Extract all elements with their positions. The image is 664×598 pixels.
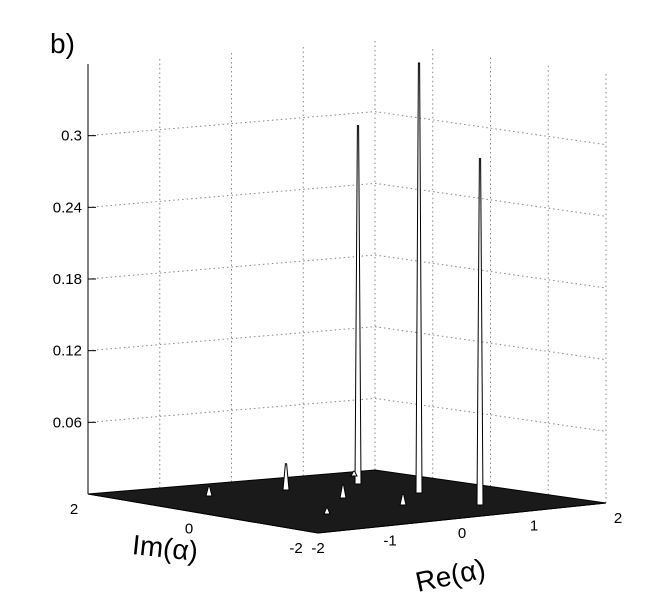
y-axis-label: Im(α): [131, 529, 200, 567]
grid-layer: [87, 40, 607, 503]
panel-label: b): [50, 28, 75, 59]
peak: [282, 463, 290, 491]
peak-layer: [205, 62, 484, 515]
y-tick-label: -2: [289, 540, 302, 557]
z-tick-label: 0.3: [61, 128, 82, 145]
peak: [350, 470, 358, 477]
z-gridline: [87, 326, 607, 361]
axis-layer: [87, 64, 607, 534]
y-tick-label: 0: [185, 521, 193, 538]
z-tick-label: 0.12: [53, 343, 82, 360]
z-gridline: [87, 254, 607, 289]
peak: [415, 62, 423, 494]
z-gridline: [87, 182, 607, 217]
tick-layer: 0.06 0.12 0.18 0.24 0.3 -2 0 2 -2 -1 0 1 2: [53, 128, 622, 557]
x-axis-label: Re(α): [413, 553, 489, 598]
peak: [205, 485, 213, 497]
peak: [399, 493, 407, 506]
z-tick-label: 0.24: [53, 199, 82, 216]
peak: [339, 484, 347, 499]
x-tick-label: 1: [530, 518, 538, 535]
z-gridline: [87, 111, 607, 146]
peak: [323, 507, 331, 515]
x-tick-label: 2: [614, 510, 622, 527]
y-tick-label: 2: [70, 501, 78, 518]
x-tick-label: 0: [458, 525, 466, 542]
z-gridline: [87, 397, 607, 432]
surface-floor: [87, 469, 607, 534]
peak: [476, 158, 484, 506]
x-tick-label: -1: [383, 533, 396, 550]
z-tick-label: 0.18: [53, 271, 82, 288]
peak: [354, 125, 362, 485]
z-tick-label: 0.06: [53, 414, 82, 431]
x-tick-label: -2: [311, 540, 324, 557]
